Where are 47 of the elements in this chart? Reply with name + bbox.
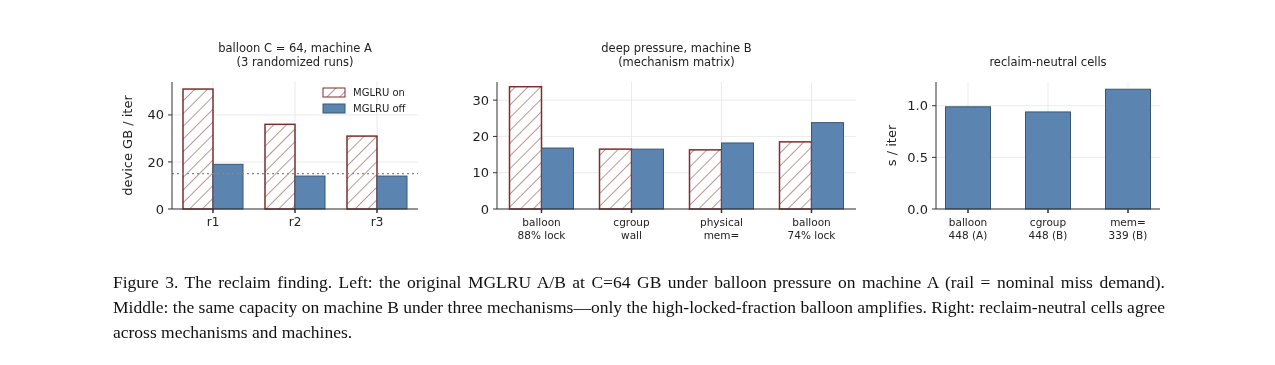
y-tick-label: 20 <box>147 154 164 170</box>
x-tick-label: r1 <box>206 215 220 229</box>
legend-label: MGLRU on <box>353 87 405 98</box>
x-tick-label: physical mem= <box>699 216 744 241</box>
y-tick-label: 0 <box>155 201 164 217</box>
bar <box>688 149 723 210</box>
bar <box>811 122 844 210</box>
chart-subtitle: (mechanism matrix) <box>618 55 735 69</box>
bar <box>1105 88 1151 210</box>
bar <box>182 88 214 210</box>
y-axis-title: s / iter <box>884 124 899 167</box>
y-tick-label: 10 <box>472 165 489 181</box>
x-tick-label: r2 <box>288 215 302 229</box>
bar <box>264 123 296 210</box>
bar <box>778 141 813 210</box>
chart-subtitle: (3 randomized runs) <box>236 55 354 69</box>
y-tick-label: 40 <box>147 107 164 123</box>
bar <box>346 135 378 210</box>
y-tick-label: 30 <box>472 92 489 108</box>
chart-title: deep pressure, machine B <box>601 41 752 55</box>
chart-title: reclaim-neutral cells <box>989 55 1107 69</box>
x-tick-label: cgroup 448 (B) <box>1028 216 1068 241</box>
y-tick-label: 0.5 <box>907 149 928 165</box>
y-tick-label: 1.0 <box>907 98 928 114</box>
x-tick-label: mem= 339 (B) <box>1108 216 1148 241</box>
bar <box>508 85 543 210</box>
bar <box>721 142 754 210</box>
bar <box>598 148 633 210</box>
chart-title: balloon C = 64, machine A <box>218 41 372 55</box>
x-tick-label: balloon 448 (A) <box>948 216 988 241</box>
bar <box>631 148 664 210</box>
caption: Figure 3. The reclaim finding. Left: the original MGLRU A/B at C=64 GB under balloon pressure on machine A (rail = nominal miss demand). Middle: the same capacity on machine B under three mechanisms—only the high-locked-fraction balloon amplifies. Right: reclaim-neutral cells agree across mechanisms and machines. <box>113 271 1165 344</box>
x-tick-label: balloon 74% lock <box>787 216 837 241</box>
x-tick-label: balloon 88% lock <box>517 216 567 241</box>
bar <box>212 163 244 210</box>
x-tick-label: cgroup wall <box>613 216 650 241</box>
y-tick-label: 0.0 <box>907 201 928 217</box>
x-tick-label: r3 <box>370 215 384 229</box>
y-axis-title: device GB / iter <box>120 94 135 196</box>
bar <box>541 147 574 210</box>
bar <box>1025 111 1071 210</box>
bar <box>945 106 991 210</box>
bar <box>376 175 408 210</box>
bar <box>294 175 326 210</box>
y-tick-label: 20 <box>472 128 489 144</box>
y-tick-label: 0 <box>480 201 489 217</box>
legend-label: MGLRU off <box>353 103 407 114</box>
